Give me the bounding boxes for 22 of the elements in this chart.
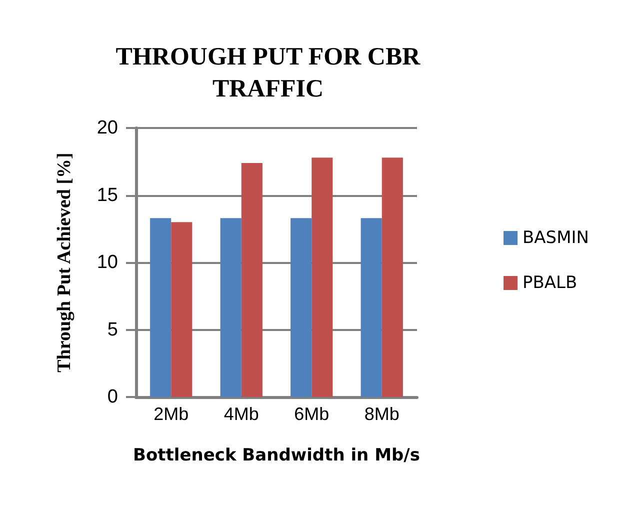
bar xyxy=(360,218,382,397)
y-axis-title: Through Put Achieved [%] xyxy=(54,152,75,372)
y-tick-label: 5 xyxy=(107,319,118,340)
x-tick-label: 2Mb xyxy=(154,404,189,424)
bar xyxy=(241,162,262,397)
bar xyxy=(312,158,333,397)
legend-label: BASMIN xyxy=(522,228,590,248)
bar xyxy=(220,218,242,397)
bar xyxy=(171,222,192,397)
y-tick-label: 0 xyxy=(107,386,118,408)
x-tick-label: 4Mb xyxy=(224,404,259,424)
y-tick-label: 15 xyxy=(96,184,118,206)
y-tick-label: 20 xyxy=(96,118,118,138)
x-tick-label: 8Mb xyxy=(364,404,400,424)
legend-label: PBALB xyxy=(522,273,578,293)
bar xyxy=(150,218,172,397)
y-tick-label: 10 xyxy=(96,252,118,273)
x-axis-title: Bottleneck Bandwidth in Mb/s xyxy=(133,446,420,466)
bar xyxy=(382,158,403,397)
bar xyxy=(290,218,312,397)
chart-title: THROUGH PUT FOR CBR TRAFFIC xyxy=(116,44,422,102)
x-tick-label: 6Mb xyxy=(294,404,330,424)
